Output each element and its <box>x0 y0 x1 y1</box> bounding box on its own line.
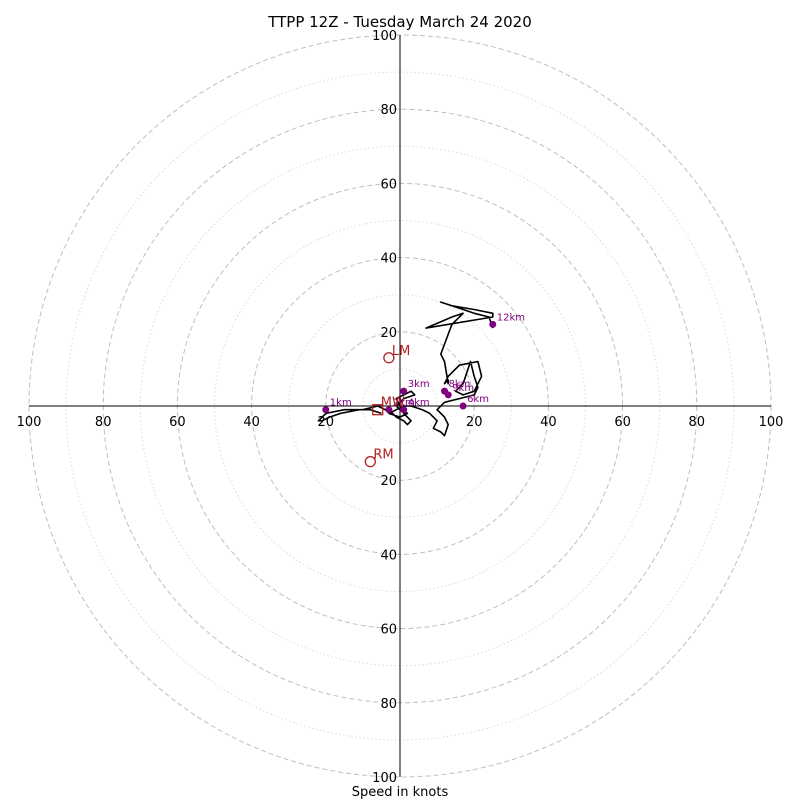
height-label-3km: 3km <box>408 379 430 390</box>
y-tick-label: 20 <box>380 326 397 341</box>
hodograph-trace <box>317 301 494 437</box>
height-point-4km <box>400 406 408 414</box>
height-label-1km: 1km <box>330 398 352 409</box>
y-tick-label: 60 <box>380 623 397 638</box>
x-tick-label: 60 <box>169 415 186 430</box>
height-point-12km <box>489 320 497 328</box>
height-label-2km: 2km <box>393 398 415 409</box>
storm-label-RM: RM <box>373 448 393 463</box>
height-label-8km: 8km <box>449 379 471 390</box>
storm-marker-RM <box>364 455 376 468</box>
storm-marker-MW <box>372 404 384 416</box>
x-tick-label: 100 <box>17 415 42 430</box>
x-tick-label: 20 <box>318 415 335 430</box>
height-point-2km <box>385 406 393 414</box>
y-tick-label: 40 <box>380 252 397 267</box>
hodograph-line <box>317 301 494 437</box>
x-tick-label: 60 <box>614 415 631 430</box>
y-tick-label: 100 <box>372 771 397 786</box>
x-tick-label: 20 <box>466 415 483 430</box>
y-tick-label: 80 <box>380 697 397 712</box>
x-tick-label: 40 <box>540 415 557 430</box>
tick-labels: 100 80 60 40 20 20 40 60 80 100 100 80 60 40 20 20 40 60 8… <box>17 29 784 786</box>
storm-label-MW: MW <box>381 396 405 411</box>
x-tick-label: 80 <box>689 415 706 430</box>
height-point-6km <box>459 402 467 410</box>
height-point-3km <box>400 387 408 395</box>
height-label-6km: 6km <box>467 394 489 405</box>
chart-title: TTPP 12Z - Tuesday March 24 2020 <box>267 13 532 31</box>
height-point-9km <box>444 391 452 399</box>
y-tick-label: 60 <box>380 177 397 192</box>
height-point-1km <box>322 406 330 414</box>
x-axis-label: Speed in knots <box>352 785 449 800</box>
y-tick-label: 40 <box>380 548 397 563</box>
storm-motion-markers: LM RM MW <box>364 344 410 468</box>
height-label-9km: 9km <box>452 383 474 394</box>
storm-label-LM: LM <box>392 344 410 359</box>
height-label-4km: 4km <box>408 398 430 409</box>
height-label-12km: 12km <box>497 312 525 323</box>
x-tick-label: 40 <box>243 415 260 430</box>
y-tick-label: 100 <box>372 29 397 44</box>
storm-marker-LM <box>383 352 395 364</box>
y-tick-label: 80 <box>380 103 397 118</box>
x-tick-label: 80 <box>95 415 112 430</box>
x-tick-label: 100 <box>759 415 784 430</box>
y-tick-label: 20 <box>380 474 397 489</box>
